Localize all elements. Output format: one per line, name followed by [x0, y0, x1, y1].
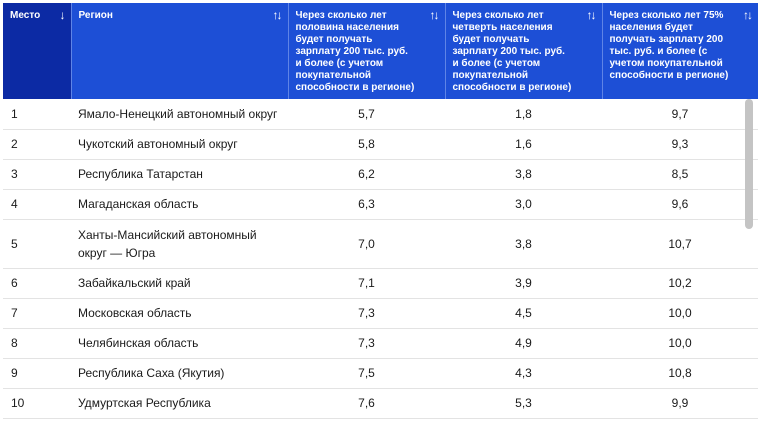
cell-place: 2 [3, 129, 71, 160]
cell-place: 7 [3, 298, 71, 329]
cell-75-percent: 9,3 [602, 129, 758, 160]
cell-region: Ханты-Мансийский автономный округ — Югра [71, 219, 288, 269]
cell-place: 4 [3, 189, 71, 220]
cell-75-percent: 8,5 [602, 159, 758, 190]
cell-75-percent: 9,6 [602, 189, 758, 220]
cell-region: Республика Татарстан [71, 159, 288, 190]
sort-toggle-icon[interactable]: ↑↓ [272, 8, 283, 22]
cell-half: 7,3 [288, 328, 445, 359]
table-row: 5 Ханты-Мансийский автономный округ — Юг… [3, 219, 758, 269]
cell-quarter: 3,0 [445, 189, 602, 220]
table-row: 7 Московская область 7,3 4,5 10,0 [3, 298, 758, 329]
cell-half: 7,0 [288, 219, 445, 269]
cell-place: 8 [3, 328, 71, 359]
header-label: Через сколько лет 75% населения будет по… [609, 10, 729, 81]
cell-half: 7,5 [288, 358, 445, 389]
cell-quarter: 3,8 [445, 159, 602, 190]
header-label: Место [10, 10, 41, 21]
cell-place: 1 [3, 99, 71, 130]
cell-half: 6,3 [288, 189, 445, 220]
cell-half: 5,8 [288, 129, 445, 160]
table-row: 1 Ямало-Ненецкий автономный округ 5,7 1,… [3, 99, 758, 130]
header-label: Через сколько лет четверть населения буд… [452, 10, 572, 93]
table-row: 2 Чукотский автономный округ 5,8 1,6 9,3 [3, 129, 758, 160]
cell-place: 10 [3, 388, 71, 419]
sort-desc-icon[interactable]: ↓ [59, 8, 66, 22]
cell-place: 5 [3, 219, 71, 269]
cell-region: Удмуртская Республика [71, 388, 288, 419]
table-row: 10 Удмуртская Республика 7,6 5,3 9,9 [3, 388, 758, 419]
cell-half: 5,7 [288, 99, 445, 130]
table-row: 9 Республика Саха (Якутия) 7,5 4,3 10,8 [3, 358, 758, 389]
cell-75-percent: 9,9 [602, 388, 758, 419]
cell-region: Забайкальский край [71, 268, 288, 299]
cell-75-percent: 10,2 [602, 268, 758, 299]
sort-toggle-icon[interactable]: ↑↓ [429, 8, 440, 22]
cell-75-percent: 10,0 [602, 328, 758, 359]
sort-toggle-icon[interactable]: ↑↓ [743, 8, 753, 22]
cell-75-percent: 10,0 [602, 298, 758, 329]
header-label: Регион [78, 10, 113, 21]
cell-half: 7,3 [288, 298, 445, 329]
table-row: 8 Челябинская область 7,3 4,9 10,0 [3, 328, 758, 359]
cell-quarter: 3,8 [445, 219, 602, 269]
cell-place: 6 [3, 268, 71, 299]
cell-place: 3 [3, 159, 71, 190]
cell-75-percent: 10,7 [602, 219, 758, 269]
cell-half: 7,6 [288, 388, 445, 419]
cell-place: 9 [3, 358, 71, 389]
cell-region: Республика Саха (Якутия) [71, 358, 288, 389]
sort-toggle-icon[interactable]: ↑↓ [586, 8, 597, 22]
cell-quarter: 1,8 [445, 99, 602, 130]
cell-region: Чукотский автономный округ [71, 129, 288, 160]
table-row: 3 Республика Татарстан 6,2 3,8 8,5 [3, 159, 758, 190]
cell-region: Магаданская область [71, 189, 288, 220]
cell-quarter: 5,3 [445, 388, 602, 419]
cell-quarter: 4,9 [445, 328, 602, 359]
cell-quarter: 4,3 [445, 358, 602, 389]
header-place[interactable]: Место ↓ [3, 3, 72, 99]
cell-75-percent: 9,7 [602, 99, 758, 130]
header-quarter-population[interactable]: Через сколько лет четверть населения буд… [445, 3, 603, 99]
header-75-percent-population[interactable]: Через сколько лет 75% населения будет по… [602, 3, 758, 99]
table-row: 4 Магаданская область 6,3 3,0 9,6 [3, 189, 758, 220]
header-half-population[interactable]: Через сколько лет половина населения буд… [288, 3, 446, 99]
header-label: Через сколько лет половина населения буд… [295, 10, 415, 93]
cell-quarter: 1,6 [445, 129, 602, 160]
cell-region: Ямало-Ненецкий автономный округ [71, 99, 288, 130]
cell-75-percent: 10,8 [602, 358, 758, 389]
cell-region: Московская область [71, 298, 288, 329]
cell-quarter: 4,5 [445, 298, 602, 329]
cell-half: 7,1 [288, 268, 445, 299]
vertical-scrollbar-thumb[interactable] [745, 99, 753, 229]
cell-region: Челябинская область [71, 328, 288, 359]
table-row: 6 Забайкальский край 7,1 3,9 10,2 [3, 268, 758, 299]
cell-half: 6,2 [288, 159, 445, 190]
cell-quarter: 3,9 [445, 268, 602, 299]
header-region[interactable]: Регион ↑↓ [71, 3, 289, 99]
ranking-table: Место ↓ Регион ↑↓ Через сколько лет поло… [3, 3, 758, 419]
table-header-row: Место ↓ Регион ↑↓ Через сколько лет поло… [3, 3, 758, 99]
